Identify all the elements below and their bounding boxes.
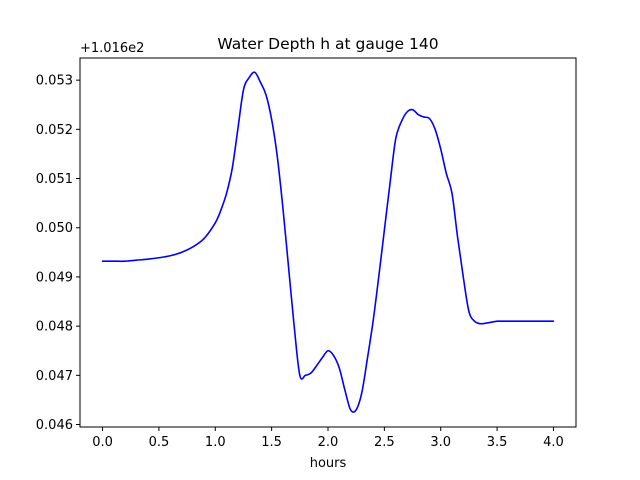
chart-title: Water Depth h at gauge 140 — [217, 35, 438, 53]
y-tick-label: 0.052 — [36, 123, 73, 138]
x-axis-label: hours — [310, 456, 347, 471]
x-tick-label: 3.5 — [487, 435, 508, 450]
x-axis-ticks: 0.0 0.5 1.0 1.5 2.0 2.5 3.0 3.5 4.0 — [92, 427, 564, 450]
y-tick-label: 0.047 — [36, 369, 73, 384]
y-axis-ticks: 0.046 0.047 0.048 0.049 0.050 0.051 0.052 0.053 — [36, 74, 80, 433]
plot-frame — [79, 57, 577, 428]
y-axis-offset-label: +1.016e2 — [80, 41, 144, 56]
x-tick-label: 2.0 — [318, 435, 339, 450]
x-tick-label: 1.0 — [205, 435, 226, 450]
x-tick-label: 3.0 — [430, 435, 451, 450]
x-tick-label: 1.5 — [261, 435, 282, 450]
y-tick-label: 0.051 — [36, 172, 73, 187]
x-tick-label: 4.0 — [543, 435, 564, 450]
y-tick-label: 0.049 — [36, 270, 73, 285]
series-line — [101, 71, 555, 413]
x-tick-label: 2.5 — [374, 435, 395, 450]
y-tick-label: 0.053 — [36, 74, 73, 89]
plot-area-background — [80, 58, 576, 427]
y-tick-label: 0.050 — [36, 221, 73, 236]
x-tick-label: 0.5 — [149, 435, 170, 450]
y-tick-label: 0.046 — [36, 418, 73, 433]
series-layer — [101, 71, 555, 413]
x-tick-label: 0.0 — [92, 435, 113, 450]
y-tick-label: 0.048 — [36, 320, 73, 335]
